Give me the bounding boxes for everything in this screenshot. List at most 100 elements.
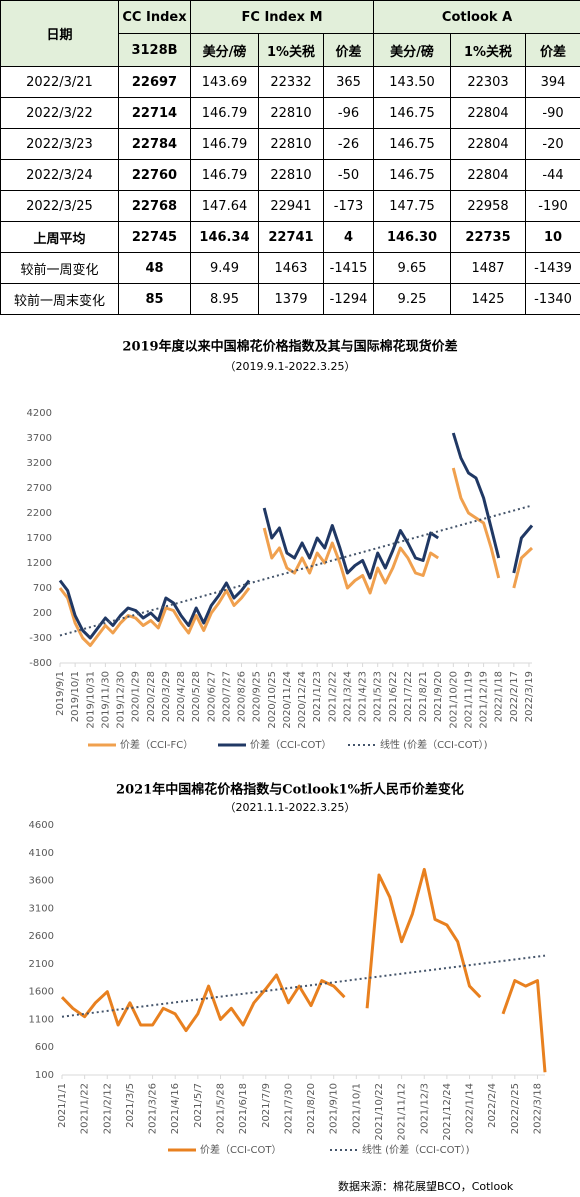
table-cell: -1340 bbox=[525, 283, 580, 315]
x-tick-label: 2021/10/22 bbox=[374, 1083, 385, 1141]
table-cell: 22804 bbox=[450, 97, 527, 129]
table-cell: 22741 bbox=[258, 221, 324, 253]
table-cell: 22941 bbox=[258, 190, 324, 222]
table-cell: 1425 bbox=[450, 283, 527, 315]
x-tick-label: 2021/12/19 bbox=[479, 671, 490, 729]
table-row: 较前一周变化 48 9.49 1463 -1415 9.65 1487 -1439 bbox=[0, 252, 580, 284]
x-tick-label: 2020/10/25 bbox=[267, 671, 278, 729]
y-tick-label: 1700 bbox=[27, 533, 52, 544]
table-cell: 85 bbox=[118, 283, 191, 315]
x-tick-label: 2021/12/24 bbox=[442, 1083, 453, 1141]
y-tick-label: 2200 bbox=[27, 508, 52, 519]
source-note: 数据来源：棉花展望BCO，Cotlook bbox=[338, 1179, 514, 1193]
header-cell: 美分/磅 bbox=[373, 33, 452, 67]
y-tick-label: 3600 bbox=[29, 876, 54, 887]
x-tick-label: 2020/11/24 bbox=[282, 671, 293, 729]
chart-title: 2021年中国棉花价格指数与Cotlook1%折人民币价差变化 bbox=[116, 782, 464, 798]
x-tick-label: 2021/7/9 bbox=[261, 1083, 272, 1128]
table-cell: 上周平均 bbox=[0, 221, 119, 253]
y-tick-label: 4600 bbox=[29, 820, 54, 831]
table-cell: 9.49 bbox=[190, 252, 259, 284]
table-cell: -1439 bbox=[525, 252, 580, 284]
table-cell: 较前一周变化 bbox=[0, 252, 119, 284]
table-cell: 22697 bbox=[118, 66, 191, 98]
x-tick-label: 2021/7/22 bbox=[403, 671, 414, 722]
header-cell: 美分/磅 bbox=[190, 33, 259, 67]
x-tick-label: 2022/2/25 bbox=[510, 1083, 521, 1134]
y-tick-label: 2100 bbox=[29, 959, 54, 970]
y-tick-label: 100 bbox=[35, 1070, 54, 1081]
table-cell: 4 bbox=[322, 221, 375, 253]
table-cell: 365 bbox=[322, 66, 375, 98]
x-tick-label: 2019/11/30 bbox=[100, 671, 111, 729]
x-tick-label: 2021/5/23 bbox=[373, 671, 384, 722]
header-cell: 3128B bbox=[118, 33, 191, 67]
header-cell: 1%关税 bbox=[450, 33, 527, 67]
table-row: 2022/3/23 22784 146.79 22810 -26 146.75 22804-… bbox=[0, 128, 580, 160]
x-tick-label: 2021/3/26 bbox=[148, 1083, 159, 1134]
table-cell: 146.34 bbox=[190, 221, 259, 253]
x-tick-label: 2021/1/1 bbox=[57, 1083, 68, 1128]
table-cell: 22784 bbox=[118, 128, 191, 160]
table-cell: 22332 bbox=[258, 66, 324, 98]
y-tick-label: 3100 bbox=[29, 903, 54, 914]
y-tick-label: 1200 bbox=[27, 558, 52, 569]
table-cell: -190 bbox=[525, 190, 580, 222]
x-tick-label: 2020/9/25 bbox=[252, 671, 263, 722]
y-tick-label: 600 bbox=[35, 1042, 54, 1053]
x-tick-label: 2021/4/16 bbox=[170, 1083, 181, 1134]
y-tick-label: 2600 bbox=[29, 931, 54, 942]
x-tick-label: 2021/4/23 bbox=[358, 671, 369, 722]
table-cell: 2022/3/25 bbox=[0, 190, 119, 222]
x-tick-label: 2020/7/27 bbox=[221, 671, 232, 722]
x-tick-label: 2020/8/26 bbox=[237, 671, 248, 722]
x-tick-label: 2021/3/5 bbox=[125, 1083, 136, 1128]
x-tick-label: 2021/10/20 bbox=[448, 671, 459, 729]
table-body: 2022/3/21 22697 143.69 22332 365 143.50 22303 3… bbox=[0, 66, 580, 315]
table-cell: 9.65 bbox=[373, 252, 452, 284]
table-cell: 143.50 bbox=[373, 66, 452, 98]
legend-label: 线性 (价差（CCI-COT）) bbox=[380, 738, 488, 751]
header-row: 3128B 美分/磅 1%关税 价差 美分/磅 1%关税 价差 bbox=[1, 33, 580, 67]
table-cell: 22303 bbox=[450, 66, 527, 98]
header-cell: 日期 bbox=[0, 0, 119, 67]
table-cell: 22735 bbox=[450, 221, 527, 253]
legend-label: 线性 (价差（CCI-COT）) bbox=[362, 1143, 470, 1156]
x-tick-label: 2020/3/29 bbox=[161, 671, 172, 722]
x-tick-label: 2020/1/29 bbox=[131, 671, 142, 722]
x-tick-label: 2021/8/21 bbox=[418, 671, 429, 722]
table-cell: 22804 bbox=[450, 128, 527, 160]
x-tick-label: 2021/9/10 bbox=[329, 1083, 340, 1134]
header-cell: 1%关税 bbox=[258, 33, 324, 67]
x-tick-label: 2021/1/23 bbox=[312, 671, 323, 722]
x-tick-label: 2022/3/18 bbox=[532, 1083, 543, 1134]
table-cell: 较前一周末变化 bbox=[0, 283, 119, 315]
x-tick-label: 2021/11/12 bbox=[397, 1083, 408, 1141]
y-tick-label: 3200 bbox=[27, 458, 52, 469]
legend-label: 价差（CCI-COT） bbox=[200, 1143, 281, 1156]
y-tick-label: 1100 bbox=[29, 1014, 54, 1025]
x-tick-label: 2021/3/24 bbox=[342, 671, 353, 722]
table-cell: -96 bbox=[322, 97, 375, 129]
x-tick-label: 2021/6/22 bbox=[388, 671, 399, 722]
table-cell: 48 bbox=[118, 252, 191, 284]
table-cell: 2022/3/24 bbox=[0, 159, 119, 191]
header-cell: 价差 bbox=[322, 33, 375, 67]
y-tick-label: 4100 bbox=[29, 848, 54, 859]
table-row: 2022/3/25 22768 147.64 22941 -173 147.75 22958… bbox=[0, 190, 580, 222]
x-tick-label: 2021/9/20 bbox=[433, 671, 444, 722]
table-row: 上周平均 22745 146.34 22741 4 146.30 22735 10 bbox=[0, 221, 580, 253]
x-tick-label: 2019/10/1 bbox=[70, 671, 81, 722]
table-header: 日期 CC Index FC Index M Cotlook A 3128B 美分/磅 1… bbox=[0, 0, 580, 67]
x-tick-label: 2020/6/27 bbox=[206, 671, 217, 722]
x-tick-label: 2022/3/19 bbox=[524, 671, 535, 722]
x-tick-label: 2020/2/28 bbox=[146, 671, 157, 722]
x-tick-label: 2020/4/28 bbox=[176, 671, 187, 722]
series-line bbox=[59, 504, 533, 637]
table-cell: 9.25 bbox=[373, 283, 452, 315]
x-tick-label: 2021/2/12 bbox=[102, 1083, 113, 1134]
chart-title: 2019年度以来中国棉花价格指数及其与国际棉花现货价差 bbox=[122, 339, 457, 355]
x-tick-label: 2021/10/1 bbox=[351, 1083, 362, 1134]
